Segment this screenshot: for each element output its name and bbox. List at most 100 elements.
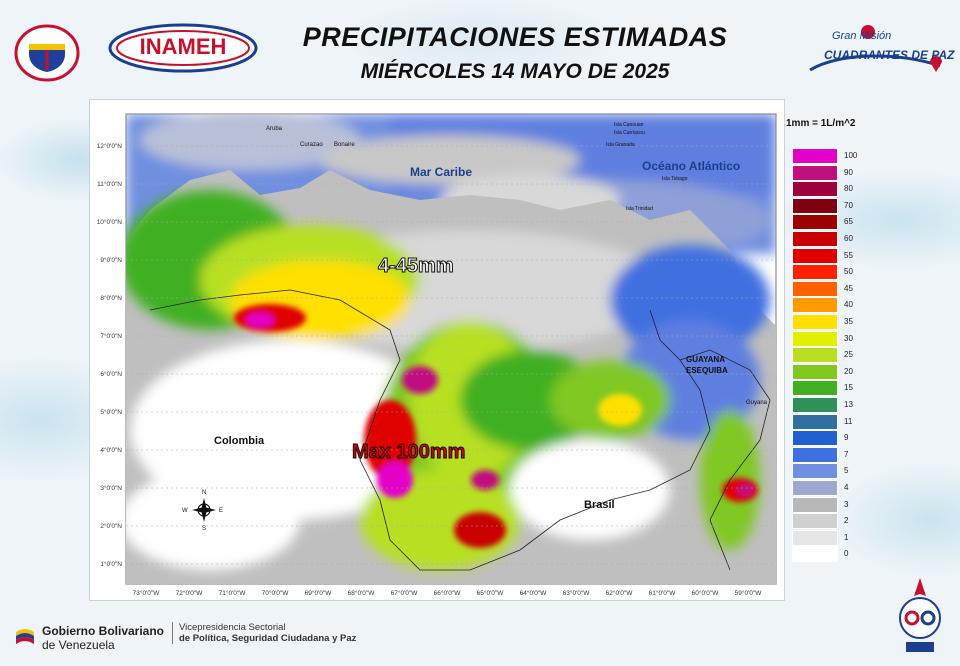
guyana-label: Guyana	[746, 400, 768, 406]
legend-swatch	[792, 347, 838, 364]
legend-swatch	[792, 380, 838, 397]
legend-swatch	[792, 413, 838, 430]
legend-label: 7	[844, 449, 849, 459]
national-emblem-logo	[14, 24, 80, 82]
colombia-label: Colombia	[214, 435, 265, 447]
compass-e: E	[219, 508, 223, 514]
legend-label: 65	[844, 217, 853, 227]
legend-label: 1	[844, 532, 849, 542]
lat-label: 7°0'0"N	[100, 332, 122, 340]
legend-label: 70	[844, 200, 853, 210]
legend-label: 9	[844, 433, 849, 443]
lon-label: 60°0'0"W	[692, 589, 720, 597]
legend-swatch	[792, 181, 838, 198]
compass-n: N	[202, 490, 206, 496]
island-label: Curazao	[300, 142, 323, 148]
inameh-logo-text: INAMEH	[139, 34, 227, 59]
lon-label: 61°0'0"W	[649, 589, 677, 597]
compass-s: S	[202, 526, 206, 532]
legend-label: 90	[844, 167, 853, 177]
legend-swatch	[792, 397, 838, 413]
bicentenario-logo	[899, 578, 941, 652]
gob-line2: de Venezuela	[42, 638, 115, 652]
legend-label: 60	[844, 234, 853, 243]
legend-swatch	[792, 197, 838, 214]
legend-label: 50	[844, 267, 853, 277]
latitude-labels: 12°0'0"N 11°0'0"N 10°0'0"N 9°0'0"N 8°0'0…	[97, 142, 123, 568]
legend-label: 55	[844, 250, 853, 260]
lat-label: 10°0'0"N	[97, 218, 123, 226]
legend-label: 11	[844, 416, 853, 426]
lon-label: 66°0'0"W	[434, 589, 462, 597]
legend-label: 40	[844, 300, 853, 310]
esequiba-label: ESEQUIBA	[686, 366, 728, 375]
vice-line1: Vicepresidencia Sectorial	[179, 622, 286, 633]
lat-label: 6°0'0"N	[100, 370, 122, 378]
lat-label: 4°0'0"N	[100, 446, 122, 454]
island-label: Isla Carriacou	[614, 130, 645, 136]
lat-label: 5°0'0"N	[100, 408, 122, 416]
compass-rose: N S E W	[182, 490, 223, 532]
legend-swatch	[792, 446, 838, 463]
range-annotation: 4-45mm	[378, 255, 454, 277]
lon-label: 59°0'0"W	[735, 589, 763, 597]
legend-label: 2	[844, 516, 849, 526]
lat-label: 8°0'0"N	[100, 294, 122, 302]
legend-swatch	[792, 314, 838, 330]
brasil-label: Brasil	[584, 499, 615, 511]
legend-swatch	[792, 280, 838, 297]
mision-line1: Gran Misión	[832, 30, 892, 42]
atlantic-ocean-label: Océano Atlántico	[642, 159, 740, 173]
legend-title: 1mm = 1L/m^2	[786, 118, 856, 129]
inameh-logo: INAMEH	[108, 22, 258, 74]
graticule	[126, 145, 776, 565]
legend-swatch	[792, 148, 838, 164]
page-title: PRECIPITACIONES ESTIMADAS	[302, 22, 728, 52]
longitude-labels: 73°0'0"W 72°0'0"W 71°0'0"W 70°0'0"W 69°0…	[133, 589, 763, 597]
legend-label: 20	[844, 366, 853, 376]
legend-label: 3	[844, 499, 849, 509]
legend-label: 25	[844, 350, 853, 360]
island-label: Isla Tobago	[662, 176, 688, 182]
lon-label: 67°0'0"W	[391, 589, 419, 597]
legend-swatch	[792, 513, 838, 530]
legend-label: 15	[844, 383, 853, 393]
lat-label: 12°0'0"N	[97, 142, 123, 150]
legend-label: 13	[844, 400, 853, 409]
island-label: Aruba	[266, 126, 283, 132]
vice-line2: de Política, Seguridad Ciudadana y Paz	[179, 633, 357, 644]
legend-label: 0	[844, 549, 849, 559]
island-label: Isla Granada	[606, 142, 635, 148]
lat-label: 1°0'0"N	[100, 560, 122, 568]
compass-w: W	[182, 508, 188, 514]
lon-label: 73°0'0"W	[133, 589, 161, 597]
island-label: Isla Canouan	[614, 122, 644, 128]
legend-swatch	[792, 496, 838, 513]
lat-label: 2°0'0"N	[100, 522, 122, 530]
legend-swatch	[792, 529, 838, 546]
legend-swatch	[792, 330, 838, 347]
lon-label: 62°0'0"W	[606, 589, 634, 597]
place-labels: Mar Caribe Océano Atlántico Colombia Bra…	[214, 122, 768, 511]
legend-swatch	[792, 231, 838, 247]
precipitation-map: 12°0'0"N 11°0'0"N 10°0'0"N 9°0'0"N 8°0'0…	[90, 100, 784, 600]
lon-label: 71°0'0"W	[219, 589, 247, 597]
map-canvas: 12°0'0"N 11°0'0"N 10°0'0"N 9°0'0"N 8°0'0…	[97, 113, 777, 597]
lon-label: 64°0'0"W	[520, 589, 548, 597]
gob-line1: Gobierno Bolivariano	[42, 624, 165, 638]
precipitation-legend: 1mm = 1L/m^2 100 90 80 70 65 60 55 50 45 40 35 30 25…	[786, 118, 876, 578]
legend-swatch	[792, 480, 838, 496]
legend-swatch	[792, 164, 838, 181]
legend-label: 35	[844, 317, 853, 326]
lon-label: 69°0'0"W	[305, 589, 333, 597]
lat-label: 11°0'0"N	[97, 180, 122, 188]
legend-label: 80	[844, 184, 853, 194]
legend-label: 100	[844, 151, 858, 160]
rain-hotspots	[234, 304, 758, 548]
gobierno-bolivariano-logo: Gobierno Bolivariano de Venezuela	[14, 622, 164, 652]
legend-swatch	[792, 264, 838, 281]
country-borders	[149, 289, 771, 571]
legend-swatch	[792, 247, 838, 264]
mision-line2: CUADRANTES DE PAZ	[824, 48, 955, 62]
lat-label: 3°0'0"N	[100, 484, 122, 492]
